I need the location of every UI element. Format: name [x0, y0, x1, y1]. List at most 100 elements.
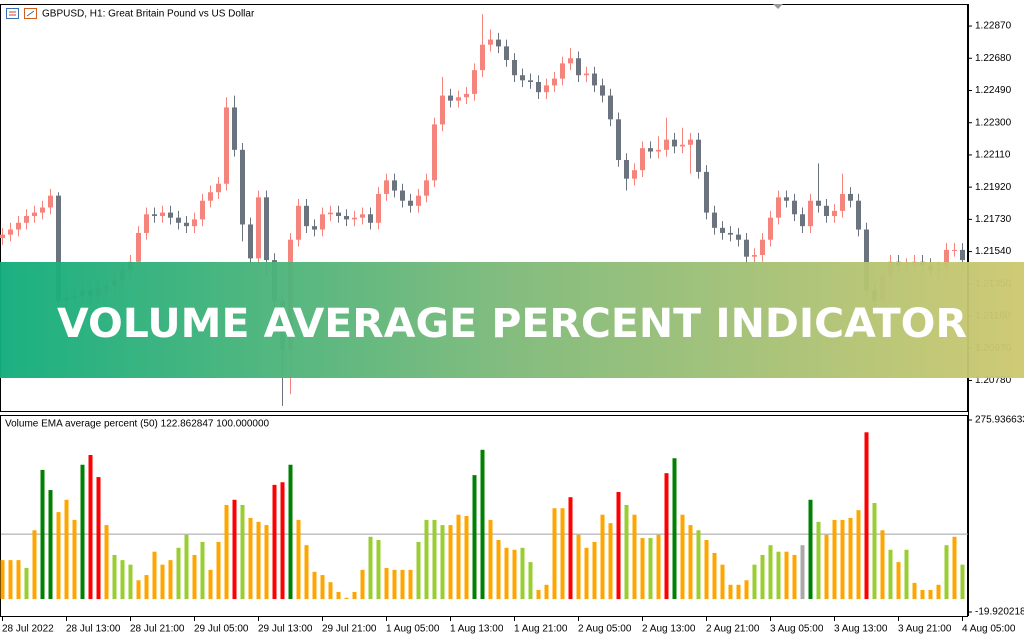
x-tick-label: 28 Jul 2022 [2, 624, 54, 635]
candle-body [576, 58, 581, 76]
price-pane-frame [0, 4, 968, 412]
y-tick-label: 1.21920 [975, 182, 1012, 193]
title-icons [6, 8, 37, 19]
candle-body [760, 239, 765, 255]
candle-body [200, 200, 205, 220]
candle-body [792, 200, 797, 215]
candle-body [848, 193, 853, 201]
volume-bar [312, 571, 317, 600]
volume-bar [152, 551, 157, 600]
volume-bar [384, 567, 389, 600]
x-tick-label: 3 Aug 21:00 [898, 624, 952, 635]
x-tick-label: 2 Aug 05:00 [578, 624, 632, 635]
volume-bar [176, 547, 181, 600]
volume-bar [464, 516, 469, 600]
candle-body [784, 197, 789, 201]
volume-bar [784, 551, 789, 600]
volume-bar [256, 521, 261, 600]
volume-bar [400, 569, 405, 600]
volume-bar [744, 580, 749, 600]
volume-bar [88, 455, 93, 600]
volume-bar [912, 582, 917, 600]
candle-body [560, 63, 565, 79]
candle-body [312, 226, 317, 230]
candle-body [960, 249, 965, 261]
volume-bar [488, 519, 493, 600]
candle-body [720, 227, 725, 233]
volume-bar [736, 584, 741, 600]
volume-bar [200, 541, 205, 600]
candle-body [728, 232, 733, 235]
volume-bar [32, 530, 37, 600]
candle-body [416, 195, 421, 206]
x-tick-label: 2 Aug 21:00 [706, 624, 760, 635]
volume-bar [168, 560, 173, 600]
volume-bar [848, 517, 853, 600]
candle-body [504, 46, 509, 60]
volume-bar [760, 554, 765, 600]
volume-bar [216, 541, 221, 600]
volume-bar [280, 482, 285, 600]
candle-body [952, 249, 957, 251]
volume-bar [928, 589, 933, 600]
volume-bar [728, 584, 733, 600]
candle-body [344, 215, 349, 220]
volume-bar [208, 569, 213, 600]
banner-band [0, 262, 1024, 378]
candle-body [696, 139, 701, 172]
volume-bar [376, 540, 381, 600]
candle-body [832, 210, 837, 216]
x-tick-label: 1 Aug 05:00 [386, 624, 440, 635]
volume-bar [528, 562, 533, 600]
indicator-title: Volume EMA average percent (50) 122.8628… [5, 419, 270, 430]
volume-bar [840, 519, 845, 600]
candle-body [384, 180, 389, 194]
candle-body [392, 180, 397, 191]
volume-bar [160, 564, 165, 600]
volume-bar [24, 567, 29, 600]
volume-bar [640, 538, 645, 600]
candle-body [144, 214, 149, 233]
shift-marker[interactable] [773, 4, 783, 9]
candle-body [480, 44, 485, 71]
y-tick-label: 1.20780 [975, 375, 1012, 386]
candle-body [640, 148, 645, 171]
volume-bar [544, 584, 549, 600]
candle-body [864, 229, 869, 291]
volume-bar [672, 458, 677, 600]
volume-bar [416, 541, 421, 600]
volume-bar [904, 549, 909, 600]
candle-body [528, 80, 533, 83]
banner: VOLUME AVERAGE PERCENT INDICATOR [0, 262, 1024, 378]
candle-body [264, 197, 269, 261]
x-tick-label: 29 Jul 13:00 [258, 624, 313, 635]
y-tick-label: 1.21540 [975, 246, 1012, 257]
volume-bar [504, 547, 509, 600]
volume-bar [64, 499, 69, 600]
volume-bar [624, 504, 629, 600]
volume-bar [752, 564, 757, 600]
candle-body [664, 139, 669, 150]
volume-bar [816, 521, 821, 600]
candle-body [768, 217, 773, 240]
volume-bar [344, 597, 349, 600]
volume-bar [496, 540, 501, 600]
candle-body [656, 149, 661, 152]
volume-bar [832, 519, 837, 600]
volume-bar [568, 497, 573, 600]
candle-body [752, 254, 757, 257]
candle-body [160, 212, 165, 216]
candle-body [448, 95, 453, 101]
x-tick-label: 3 Aug 05:00 [770, 624, 824, 635]
y-tick-label: 1.22870 [975, 21, 1012, 32]
banner-text: VOLUME AVERAGE PERCENT INDICATOR [57, 301, 967, 347]
volume-bar [608, 523, 613, 600]
icon-list[interactable] [6, 8, 19, 19]
volume-bar [304, 545, 309, 600]
y-tick-label: 1.22490 [975, 85, 1012, 96]
candle-body [608, 95, 613, 120]
candle-body [248, 224, 253, 259]
volume-bar [120, 560, 125, 600]
volume-bar [432, 519, 437, 600]
